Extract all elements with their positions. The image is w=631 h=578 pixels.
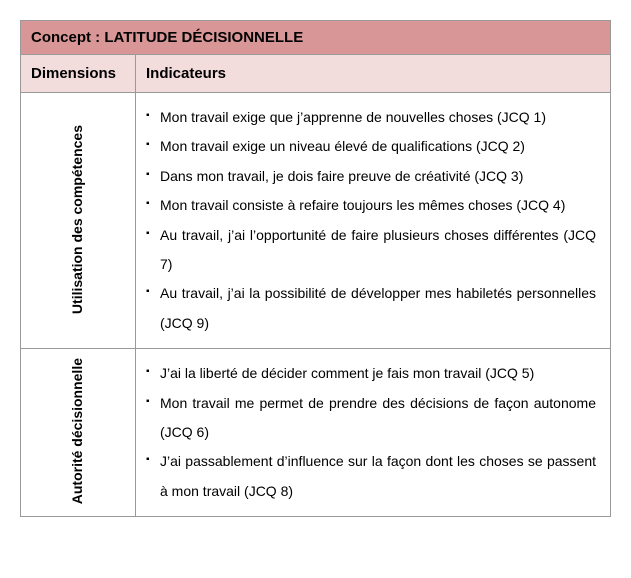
title-row: Concept : LATITUDE DÉCISIONNELLE (21, 21, 611, 55)
list-item: Au travail, j’ai l’opportunité de faire … (144, 221, 596, 280)
list-item: Au travail, j’ai la possibilité de dével… (144, 279, 596, 338)
concept-table: Concept : LATITUDE DÉCISIONNELLE Dimensi… (20, 20, 611, 517)
concept-title: Concept : LATITUDE DÉCISIONNELLE (21, 21, 611, 55)
list-item: Mon travail me permet de prendre des déc… (144, 389, 596, 448)
list-item: Mon travail exige que j’apprenne de nouv… (144, 103, 596, 132)
list-item: Mon travail exige un niveau élevé de qua… (144, 132, 596, 161)
header-indicateurs: Indicateurs (136, 55, 611, 93)
indicator-list: Mon travail exige que j’apprenne de nouv… (144, 103, 596, 338)
dimension-label: Autorité décisionnelle (68, 358, 88, 504)
list-item: J’ai la liberté de décider comment je fa… (144, 359, 596, 388)
indicators-cell: Mon travail exige que j’apprenne de nouv… (136, 93, 611, 349)
table-row: Utilisation des compétences Mon travail … (21, 93, 611, 349)
indicators-cell: J’ai la liberté de décider comment je fa… (136, 349, 611, 517)
list-item: Mon travail consiste à refaire toujours … (144, 191, 596, 220)
indicator-list: J’ai la liberté de décider comment je fa… (144, 359, 596, 506)
dimension-label: Utilisation des compétences (68, 125, 88, 314)
table-row: Autorité décisionnelle J’ai la liberté d… (21, 349, 611, 517)
header-dimensions: Dimensions (21, 55, 136, 93)
list-item: Dans mon travail, je dois faire preuve d… (144, 162, 596, 191)
dimension-cell: Utilisation des compétences (21, 93, 136, 349)
list-item: J’ai passablement d’influence sur la faç… (144, 447, 596, 506)
header-row: Dimensions Indicateurs (21, 55, 611, 93)
dimension-cell: Autorité décisionnelle (21, 349, 136, 517)
